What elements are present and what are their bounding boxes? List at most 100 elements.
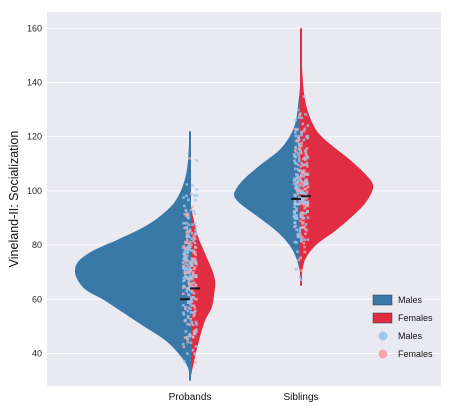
point-male [295,207,298,210]
point-female [302,163,305,167]
point-male [185,289,188,293]
point-male [304,192,308,196]
point-male [187,198,190,202]
point-male [306,173,310,176]
point-male [295,202,299,206]
point-male [186,251,189,255]
point-female [192,251,196,255]
point-male [184,330,188,333]
point-female [192,271,195,274]
point-male [294,187,297,190]
point-male [190,298,193,302]
point-female [300,144,303,148]
point-female [298,147,302,151]
point-male [182,360,186,363]
point-male [182,311,185,315]
point-male [188,333,192,336]
point-male [292,182,296,185]
point-male [188,248,191,252]
point-female [192,260,196,264]
point-male [185,276,189,280]
point-female [189,318,192,321]
violin-females-siblings [301,28,374,286]
point-male [193,232,197,235]
point-female [302,225,305,229]
point-male [186,247,190,251]
point-male [293,177,296,180]
point-female [303,245,306,249]
point-male [294,268,298,271]
point-male [300,190,303,194]
point-female [293,200,297,203]
point-female [185,247,188,250]
point-male [300,238,303,242]
point-male [185,183,189,186]
point-female [192,314,195,318]
point-male [181,261,185,265]
point-female [304,232,307,236]
point-female [189,228,192,232]
point-female [183,212,186,216]
point-male [300,161,303,165]
medians [180,195,311,301]
point-male [192,285,196,289]
point-female [193,266,197,269]
point-female [293,127,297,131]
point-female [193,306,197,309]
point-male [306,134,309,138]
point-male [181,304,185,307]
point-male [294,201,297,205]
point-female [192,304,196,307]
point-male [186,322,189,326]
point-male [195,274,198,277]
point-female [190,243,193,247]
point-male [185,266,188,269]
point-female [302,203,306,207]
point-male [296,168,300,171]
point-male [298,228,302,232]
point-male [193,353,197,356]
point-male [191,348,195,352]
legend-swatch [372,294,393,306]
point-female [194,253,197,256]
point-female [304,152,308,155]
point-male [186,263,190,267]
point-male [293,221,296,224]
y-tick-label: 40 [32,348,42,358]
point-male [305,153,308,157]
y-tick-label: 120 [27,132,42,142]
point-female [185,232,189,236]
point-male [302,192,306,195]
point-male [293,240,297,244]
point-male [305,147,309,150]
point-male [190,300,194,304]
point-male [194,198,197,202]
point-male [182,246,185,249]
point-male [188,334,191,337]
point-male [194,224,198,228]
point-male [303,197,307,200]
point-male [182,221,185,225]
point-female [300,152,303,155]
point-male [302,175,305,178]
point-male [303,200,307,204]
point-male [299,112,302,115]
point-female [186,254,189,258]
point-female [182,244,186,248]
point-female [302,129,306,133]
point-female [183,259,186,263]
point-male [185,227,189,230]
point-male [296,217,299,220]
violin-males-siblings [234,28,301,286]
point-male [300,198,304,202]
point-male [299,233,302,236]
point-male [298,275,302,279]
legend: Males Females Males Females [372,294,433,359]
point-male [294,118,298,122]
point-male [195,275,198,279]
point-male [187,287,190,291]
point-male [191,259,194,262]
point-male [185,194,188,198]
point-male [304,223,308,226]
point-male [190,320,193,324]
